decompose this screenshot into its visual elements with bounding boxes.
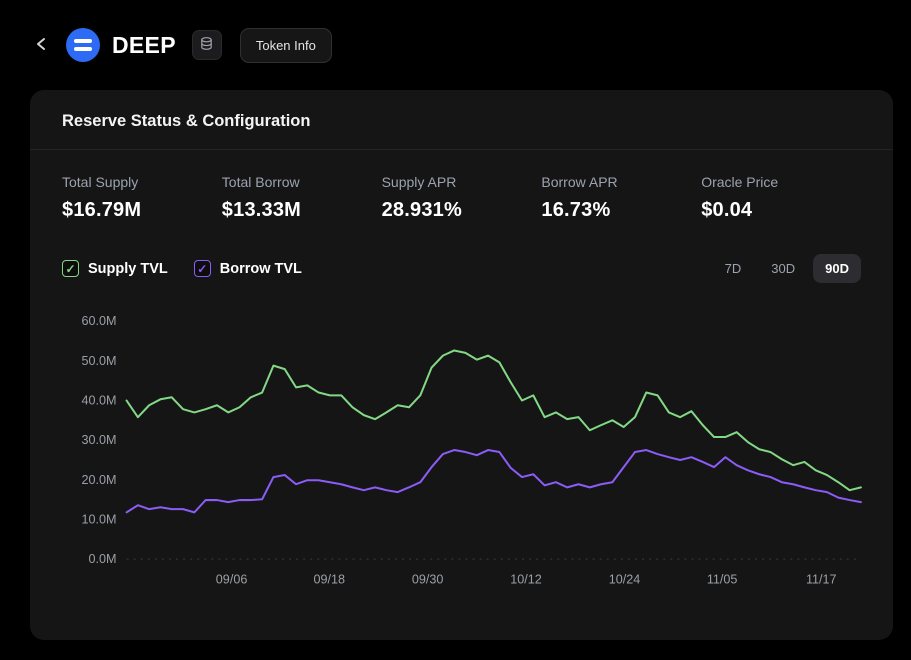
x-axis-tick: 09/06 xyxy=(216,572,248,586)
token-info-button[interactable]: Token Info xyxy=(239,27,332,63)
stat-value: 16.73% xyxy=(541,199,611,221)
y-axis-tick: 40.0M xyxy=(81,394,116,408)
toggle-supply-tvl[interactable]: ✓ Supply TVL xyxy=(62,260,168,277)
x-axis-tick: 11/05 xyxy=(707,572,738,586)
reserve-status-card: Reserve Status & Configuration Total Sup… xyxy=(30,90,893,640)
stats-row: Total Supply $16.79M Total Borrow $13.33M Su… xyxy=(30,150,893,222)
range-button-30d[interactable]: 30D xyxy=(759,254,807,283)
coins-icon-button[interactable] xyxy=(191,30,222,60)
y-axis-tick: 0.0M xyxy=(88,552,116,566)
stat-supply-apr: Supply APR 28.931% xyxy=(382,174,542,222)
card-title: Reserve Status & Configuration xyxy=(62,112,311,130)
stat-value: 28.931% xyxy=(381,199,462,221)
chart-controls: ✓ Supply TVL ✓ Borrow TVL 7D 30D 90D xyxy=(30,222,893,283)
series-line-supply-tvl xyxy=(125,349,862,492)
legend-label: Borrow TVL xyxy=(219,260,302,277)
y-axis-tick: 30.0M xyxy=(81,433,116,447)
coins-icon xyxy=(199,36,214,54)
checkbox-icon: ✓ xyxy=(62,260,79,277)
series-line-borrow-tvl xyxy=(125,449,862,514)
stat-value: $16.79M xyxy=(62,199,142,221)
legend-label: Supply TVL xyxy=(88,260,168,277)
series-toggles: ✓ Supply TVL ✓ Borrow TVL xyxy=(62,260,302,277)
x-axis-tick: 11/17 xyxy=(806,572,837,586)
chevron-left-icon xyxy=(33,35,51,56)
x-axis-tick: 09/30 xyxy=(412,572,444,586)
x-axis-tick: 10/12 xyxy=(510,572,542,586)
page-title: DEEP xyxy=(112,31,176,58)
deep-token-logo xyxy=(66,28,100,62)
y-axis-tick: 20.0M xyxy=(81,473,116,487)
stat-label: Total Supply xyxy=(62,174,139,190)
checkbox-icon: ✓ xyxy=(193,260,211,277)
toggle-borrow-tvl[interactable]: ✓ Borrow TVL xyxy=(193,260,302,277)
y-axis-tick: 10.0M xyxy=(81,513,116,527)
time-range-selector: 7D 30D 90D xyxy=(713,254,861,283)
topbar: DEEP Token Info xyxy=(0,0,911,90)
stat-oracle-price: Oracle Price $0.04 xyxy=(701,174,861,222)
range-button-7d[interactable]: 7D xyxy=(713,254,754,283)
stat-label: Borrow APR xyxy=(541,174,618,190)
x-axis-tick: 09/18 xyxy=(313,572,345,586)
stat-label: Total Borrow xyxy=(221,174,300,190)
tvl-chart[interactable]: 0.0M 10.0M 20.0M 30.0M 40.0M 50.0M 60.0M 09/06 0… xyxy=(30,283,893,602)
stat-borrow-apr: Borrow APR 16.73% xyxy=(541,174,701,222)
y-axis-tick: 60.0M xyxy=(81,314,116,328)
stat-value: $0.04 xyxy=(701,199,753,221)
x-axis-tick: 10/24 xyxy=(609,572,641,586)
card-header: Reserve Status & Configuration xyxy=(30,90,893,150)
y-axis-tick: 50.0M xyxy=(81,354,116,368)
stat-total-borrow: Total Borrow $13.33M xyxy=(222,174,382,222)
range-button-90d[interactable]: 90D xyxy=(813,254,861,283)
stat-total-supply: Total Supply $16.79M xyxy=(62,174,222,222)
stat-label: Supply APR xyxy=(381,174,457,190)
tvl-chart-svg[interactable]: 0.0M 10.0M 20.0M 30.0M 40.0M 50.0M 60.0M 09/06 0… xyxy=(62,307,869,602)
back-button[interactable] xyxy=(30,33,54,57)
stat-label: Oracle Price xyxy=(701,174,779,190)
stat-value: $13.33M xyxy=(221,199,302,221)
